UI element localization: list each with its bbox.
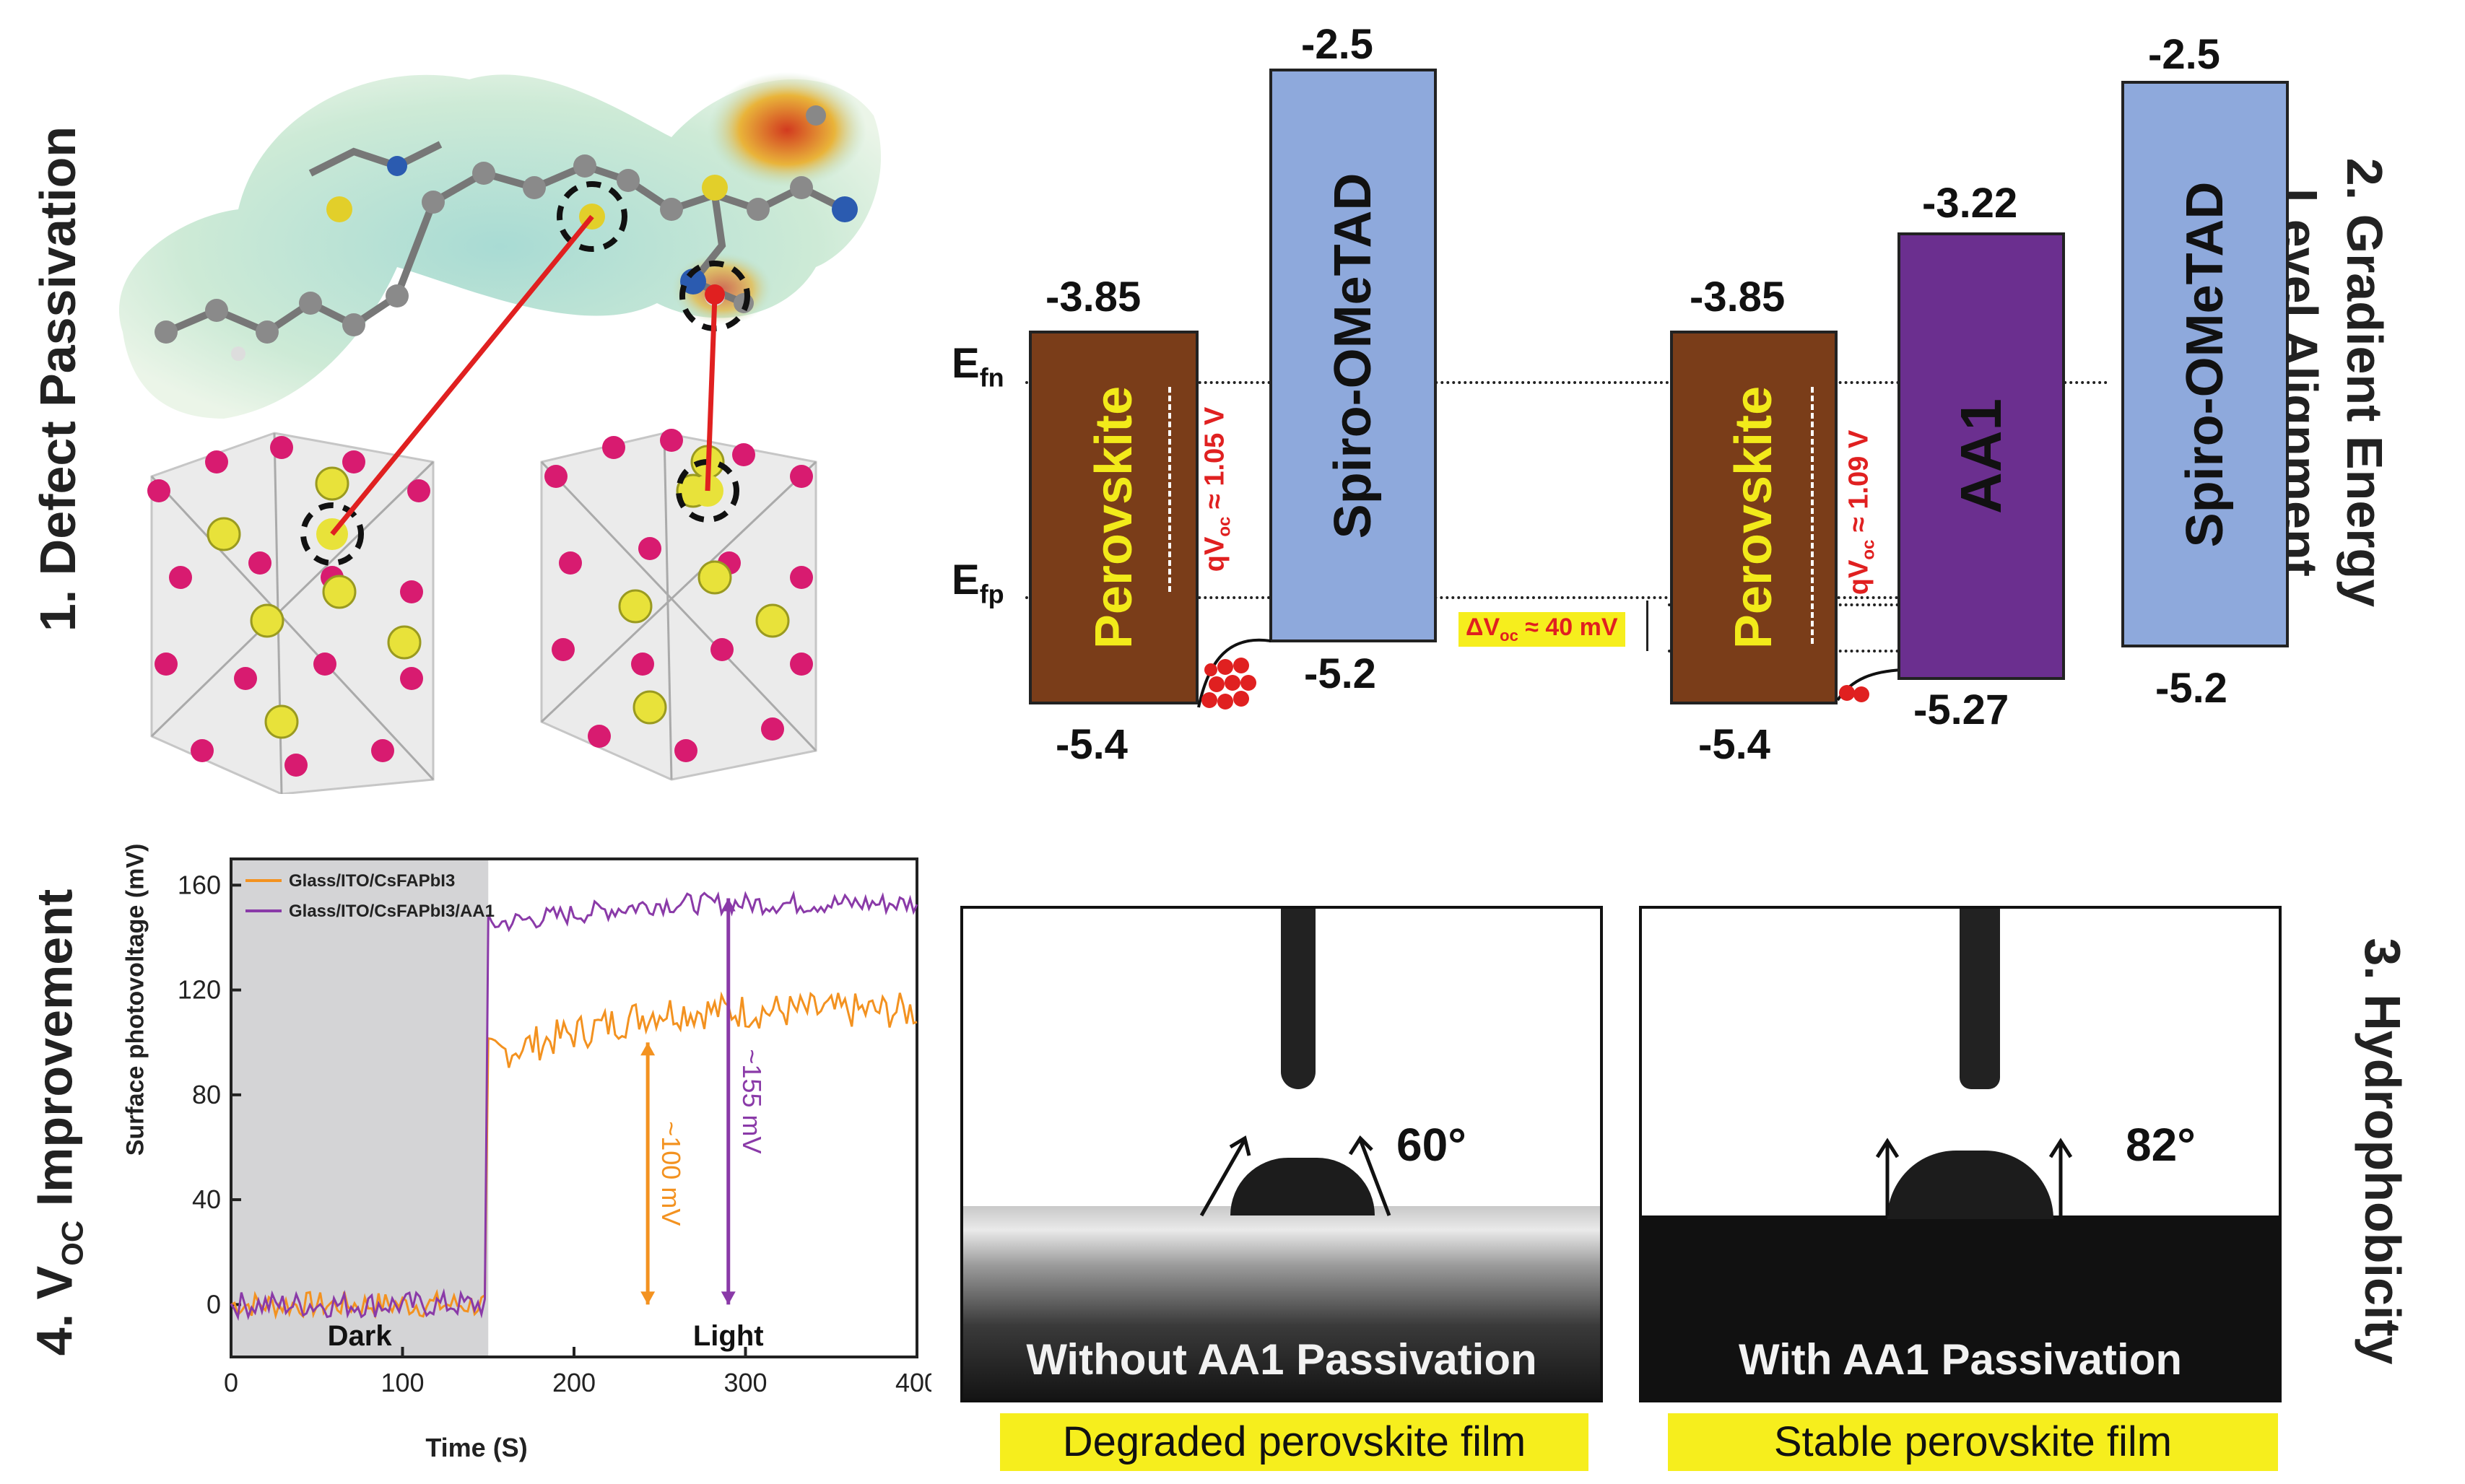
right-perovskite-box: Perovskite — [1670, 331, 1838, 704]
delta-voc-label: ΔVoc ≈ 40 mV — [1458, 612, 1625, 647]
y-tick-label: 80 — [192, 1080, 221, 1109]
left-perovskite-box: Perovskite — [1029, 331, 1199, 704]
spv-chart: 0 100 200 300 400 0 40 80 120 160 Glass/ITO/CsFAPb… — [178, 857, 931, 1397]
left-spiro-box: Spiro-OMeTAD — [1269, 69, 1437, 642]
right-perovskite-top-value: -3.85 — [1690, 274, 1786, 320]
y-tick-label: 120 — [178, 975, 221, 1005]
legend-entry: Glass/ITO/CsFAPbI3/AA1 — [289, 902, 495, 921]
series-line-2 — [230, 890, 918, 1322]
needle-right — [1960, 909, 2000, 1089]
panel-4-label: 4. VOC Improvement — [26, 889, 90, 1356]
annotation-arrowhead-top — [640, 1042, 656, 1056]
panel-2-label-line1: 2. Gradient Energy — [2336, 157, 2393, 608]
caption-right: Stable perovskite film — [1668, 1413, 2278, 1471]
lead-defect-left — [300, 502, 364, 566]
dark-label: Dark — [328, 1320, 393, 1352]
right-qvoc-label: qVoc ≈ 1.09 V — [1843, 429, 1879, 595]
left-spiro-label: Spiro-OMeTAD — [1324, 173, 1382, 538]
aa1-label: AA1 — [1949, 398, 2013, 515]
x-tick-label: 400 — [895, 1368, 931, 1397]
defect-passivation-illustration — [118, 72, 882, 794]
left-qvoc-arrow — [1168, 387, 1171, 592]
right-perovskite-bottom-value: -5.4 — [1698, 721, 1770, 768]
angle-arrows-left — [1199, 1135, 1391, 1217]
legend-entry: Glass/ITO/CsFAPbI3 — [289, 871, 455, 891]
contact-photo-right: 82° With AA1 Passivation — [1639, 906, 2282, 1402]
sulfur-site-highlight — [557, 181, 627, 252]
annotation-arrowhead-bottom — [721, 1291, 736, 1305]
angle-arrows-right — [1875, 1138, 2073, 1215]
dark-region — [231, 859, 489, 1357]
lead-atoms — [206, 445, 790, 739]
needle-left — [1281, 909, 1316, 1089]
x-tick-label: 0 — [224, 1368, 238, 1397]
y-tick-label: 160 — [178, 870, 221, 899]
degraded-film — [963, 1206, 1600, 1400]
x-tick-label: 300 — [723, 1368, 767, 1397]
contact-angle-left: 60° — [1396, 1119, 1466, 1171]
electrostatic-cloud — [118, 72, 882, 419]
right-spiro-box: Spiro-OMeTAD — [2121, 81, 2289, 647]
left-qvoc-label: qVoc ≈ 1.05 V — [1199, 406, 1235, 572]
aa1-box: AA1 — [1897, 232, 2065, 680]
interaction-line-left — [330, 214, 594, 536]
left-perovskite-bottom-value: -5.4 — [1056, 721, 1128, 768]
left-perovskite-top-value: -3.85 — [1045, 274, 1142, 320]
x-tick-label: 200 — [552, 1368, 596, 1397]
right-spiro-bottom-value: -5.2 — [2155, 665, 2227, 712]
y-tick-label: 0 — [206, 1289, 221, 1319]
photo-text-right: With AA1 Passivation — [1738, 1335, 2183, 1384]
caption-left: Degraded perovskite film — [1000, 1413, 1588, 1471]
left-spiro-top-value: -2.5 — [1301, 21, 1373, 68]
efn-line — [1025, 381, 2108, 384]
annotation-label: ~100 mV — [656, 1121, 686, 1226]
aa1-top-value: -3.22 — [1922, 180, 2018, 227]
contact-photo-left: 60° Without AA1 Passivation — [960, 906, 1603, 1402]
panel-3-label: 3. Hydrophobicity — [2355, 938, 2411, 1365]
right-spiro-label: Spiro-OMeTAD — [2176, 181, 2234, 547]
efp-label: Efp — [952, 556, 1004, 609]
left-spiro-bottom-value: -5.2 — [1304, 650, 1376, 697]
y-tick-label: 40 — [192, 1184, 221, 1214]
stable-film — [1642, 1215, 2279, 1400]
contact-angle-right: 82° — [2126, 1119, 2196, 1171]
annotation-arrowhead-top — [721, 898, 736, 912]
molecule-atoms — [155, 105, 858, 361]
chart-ylabel: Surface photovoltage (mV) — [121, 843, 149, 1156]
left-trap-states — [1197, 638, 1271, 710]
light-label: Light — [693, 1320, 764, 1352]
annotation-arrowhead-bottom — [640, 1291, 656, 1305]
delta-voc-arrow — [1646, 601, 1648, 651]
perovskite-crystal-left — [150, 432, 435, 794]
right-trap-states — [1836, 668, 1903, 702]
right-perovskite-label: Perovskite — [1725, 385, 1783, 650]
annotation-label: ~155 mV — [737, 1049, 767, 1153]
photo-text-left: Without AA1 Passivation — [1026, 1335, 1537, 1384]
panel-1-label: 1. Defect Passivation — [30, 126, 86, 632]
iodide-atoms — [147, 429, 813, 777]
efp-line-left — [1025, 596, 1899, 599]
right-qvoc-arrow — [1811, 387, 1814, 644]
efn-label: Efn — [952, 340, 1004, 393]
aa1-bottom-value: -5.27 — [1913, 686, 2009, 733]
right-spiro-top-value: -2.5 — [2148, 31, 2220, 78]
x-tick-label: 100 — [381, 1368, 424, 1397]
chart-xlabel: Time (S) — [425, 1433, 528, 1462]
interaction-line-right — [705, 295, 718, 492]
left-perovskite-label: Perovskite — [1084, 385, 1143, 650]
